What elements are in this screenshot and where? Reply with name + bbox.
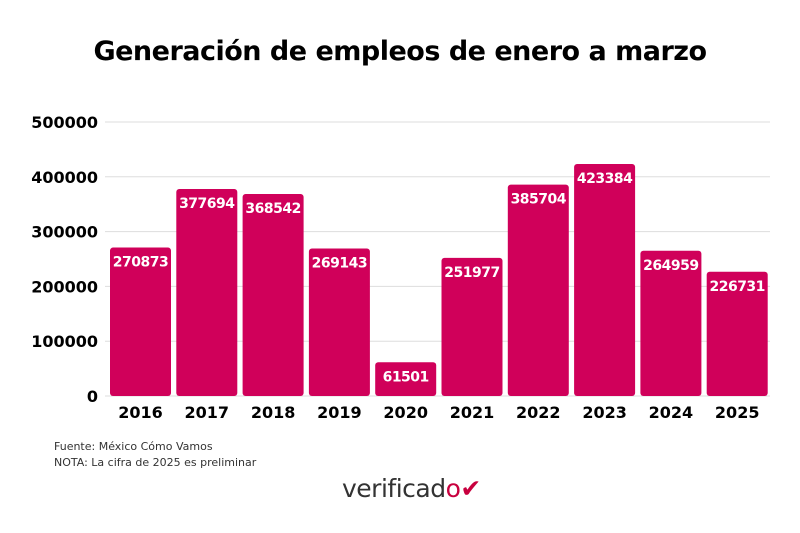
data-label-2019: 269143 xyxy=(312,256,367,272)
data-label-2024: 264959 xyxy=(643,258,698,274)
x-tick-label: 2024 xyxy=(649,403,694,422)
data-label-2020: 61501 xyxy=(383,369,429,385)
x-tick-label: 2025 xyxy=(715,403,760,422)
y-tick-label: 200000 xyxy=(31,277,98,296)
data-label-2021: 251977 xyxy=(444,265,499,281)
bar-2022 xyxy=(507,184,569,396)
x-tick-label: 2020 xyxy=(383,403,428,422)
bar-2025 xyxy=(706,271,768,396)
bar-2023 xyxy=(574,163,636,396)
x-tick-label: 2018 xyxy=(251,403,296,422)
y-tick-label: 0 xyxy=(87,387,98,406)
preliminary-note: NOTA: La cifra de 2025 es preliminar xyxy=(54,456,257,469)
x-tick-label: 2021 xyxy=(450,403,495,422)
x-tick-label: 2022 xyxy=(516,403,561,422)
chart-title: Generación de empleos de enero a marzo xyxy=(93,36,707,67)
data-label-2017: 377694 xyxy=(179,196,235,212)
x-tick-label: 2017 xyxy=(185,403,230,422)
source-note: Fuente: México Cómo Vamos xyxy=(54,440,213,453)
x-tick-label: 2023 xyxy=(582,403,627,422)
bar-2018 xyxy=(242,194,304,396)
data-label-2023: 423384 xyxy=(577,171,633,187)
verificado-logo: verificado✔ xyxy=(342,474,481,503)
data-label-2025: 226731 xyxy=(709,279,764,295)
y-tick-label: 500000 xyxy=(31,113,98,132)
bar-2024 xyxy=(640,250,702,396)
bar-2017 xyxy=(176,189,238,396)
y-tick-label: 300000 xyxy=(31,223,98,242)
x-tick-label: 2019 xyxy=(317,403,362,422)
y-tick-label: 400000 xyxy=(31,168,98,187)
bar-2020 xyxy=(375,362,437,396)
y-tick-label: 100000 xyxy=(31,332,98,351)
bar-2021 xyxy=(441,257,503,396)
data-label-2018: 368542 xyxy=(245,201,300,217)
x-tick-label: 2016 xyxy=(118,403,163,422)
bar-2019 xyxy=(308,248,370,396)
bar-2016 xyxy=(110,247,171,396)
data-label-2016: 270873 xyxy=(113,255,168,271)
data-label-2022: 385704 xyxy=(511,192,567,208)
